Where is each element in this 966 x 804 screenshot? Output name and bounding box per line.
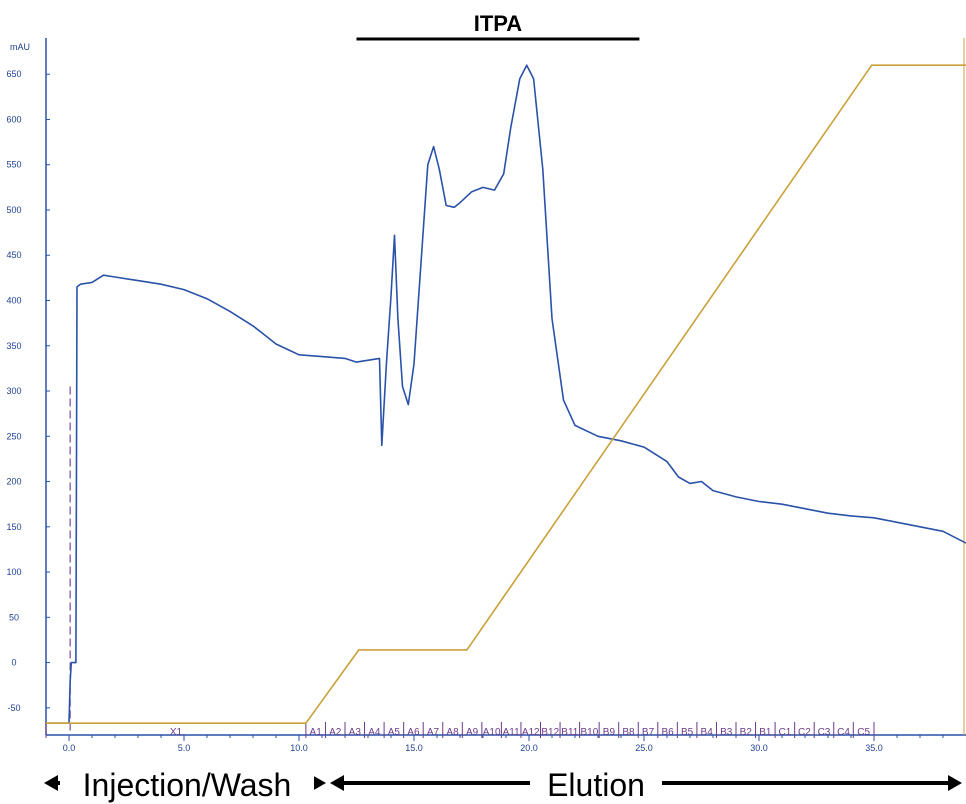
y-tick-label: 450 xyxy=(6,250,21,260)
y-tick-label: 400 xyxy=(6,296,21,306)
x-tick-label: 25.0 xyxy=(635,743,653,753)
y-tick-label: 0 xyxy=(11,658,16,668)
fraction-label: C5 xyxy=(857,727,870,738)
fraction-label: A12 xyxy=(522,727,540,738)
fraction-label: A9 xyxy=(466,727,479,738)
fraction-label: B9 xyxy=(603,727,616,738)
y-tick-label: 200 xyxy=(6,477,21,487)
injection-arrow-left-head xyxy=(44,775,58,791)
x-tick-label: 0.0 xyxy=(63,743,76,753)
fraction-label: B2 xyxy=(740,727,753,738)
fraction-label: A4 xyxy=(368,727,381,738)
y-axis-unit-label: mAU xyxy=(10,42,30,52)
fraction-label: B11 xyxy=(561,727,578,738)
elution-arrow-left-head xyxy=(330,775,344,791)
elution-label: Elution xyxy=(547,767,645,803)
y-tick-label: 650 xyxy=(6,69,21,79)
x-tick-label: 15.0 xyxy=(405,743,423,753)
injection-arrow-right-head xyxy=(312,775,326,791)
x-tick-label: 20.0 xyxy=(520,743,538,753)
fraction-label: B4 xyxy=(701,727,714,738)
fraction-label: B1 xyxy=(759,727,772,738)
y-tick-label: 150 xyxy=(6,522,21,532)
y-tick-label: 600 xyxy=(6,114,21,124)
fraction-label: A8 xyxy=(446,727,459,738)
elution-label-bg xyxy=(530,762,662,800)
y-tick-label: 550 xyxy=(6,160,21,170)
fraction-label: A11 xyxy=(503,727,520,738)
fraction-label: C1 xyxy=(778,727,791,738)
injection-wash-label: Injection/Wash xyxy=(83,767,292,803)
fraction-label: C4 xyxy=(837,727,850,738)
injection-label-bg xyxy=(60,762,314,800)
elution-arrow-right-head xyxy=(948,775,962,791)
fraction-label: B8 xyxy=(622,727,635,738)
x-tick-label: 30.0 xyxy=(750,743,768,753)
fraction-label: B12 xyxy=(541,727,559,738)
y-tick-label: 100 xyxy=(6,567,21,577)
fraction-label: A1 xyxy=(310,727,323,738)
fraction-label: B7 xyxy=(642,727,655,738)
series-line-1 xyxy=(46,64,966,725)
y-tick-label: 500 xyxy=(6,205,21,215)
fraction-label: B6 xyxy=(661,727,674,738)
x-tick-label: 10.0 xyxy=(290,743,308,753)
series-line-0 xyxy=(46,64,966,725)
chart-title: ITPA xyxy=(474,11,523,36)
fraction-label: A10 xyxy=(483,727,501,738)
fraction-label: B10 xyxy=(580,727,598,738)
fraction-label: X1 xyxy=(170,727,183,738)
y-tick-label: -50 xyxy=(7,703,20,713)
fraction-label: A2 xyxy=(329,727,342,738)
fraction-label: B3 xyxy=(720,727,733,738)
x-tick-label: 35.0 xyxy=(865,743,883,753)
fraction-label: A6 xyxy=(407,727,420,738)
fraction-label: B5 xyxy=(681,727,694,738)
fraction-label: C2 xyxy=(798,727,811,738)
x-tick-label: 5.0 xyxy=(178,743,191,753)
fraction-label: C3 xyxy=(818,727,831,738)
y-tick-label: 50 xyxy=(9,612,19,622)
fraction-label: A3 xyxy=(349,727,362,738)
y-tick-label: 250 xyxy=(6,431,21,441)
y-tick-label: 350 xyxy=(6,341,21,351)
y-tick-label: 300 xyxy=(6,386,21,396)
fraction-label: A5 xyxy=(388,727,401,738)
fraction-label: A7 xyxy=(427,727,440,738)
